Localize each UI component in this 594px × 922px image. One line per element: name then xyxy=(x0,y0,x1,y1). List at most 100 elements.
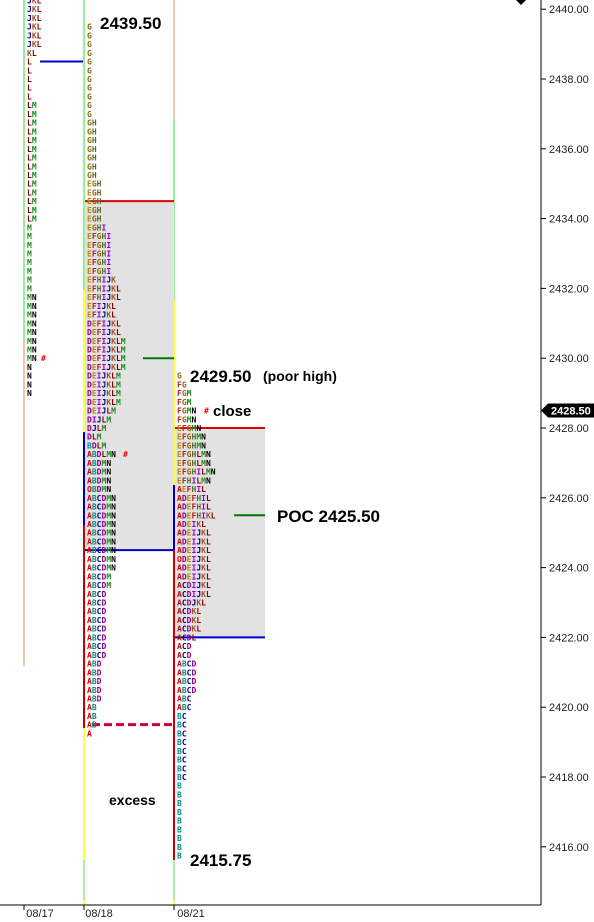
tpo-row: ADEIJKL xyxy=(177,529,211,538)
tpo-row: G xyxy=(87,92,92,101)
tpo-row: MN xyxy=(27,293,37,302)
tpo-row: EFGHI xyxy=(87,267,111,276)
tpo-row: ABCD xyxy=(87,590,106,599)
price-tick-label: 2416.00 xyxy=(549,842,589,854)
tpo-row: M xyxy=(27,223,32,232)
tpo-row: G xyxy=(87,110,92,119)
tpo-row: ABCDMN xyxy=(87,529,116,538)
tpo-row: DEFIJKLM xyxy=(87,345,126,354)
tpo-row: ABCD xyxy=(177,686,196,695)
tpo-row: EGHI xyxy=(87,223,106,232)
tpo-row: MN xyxy=(27,302,37,311)
tpo-row: L xyxy=(27,92,32,101)
tpo-row: DEIJKLM xyxy=(87,398,121,407)
scroll-arrow-icon[interactable] xyxy=(516,0,526,5)
tpo-row: ABCDM xyxy=(87,572,111,581)
annotation-low-0821: 2415.75 xyxy=(190,851,251,870)
tpo-row: BDLM xyxy=(87,441,106,450)
price-tick-label: 2428.00 xyxy=(549,423,589,435)
tpo-row: DEFIJKLM xyxy=(87,354,126,363)
tpo-row: N xyxy=(27,363,32,372)
tpo-row: ADEFHIL xyxy=(177,494,211,503)
price-tick-label: 2430.00 xyxy=(549,353,589,365)
tpo-row: ABCDMN xyxy=(87,555,116,564)
tpo-row: M xyxy=(27,276,32,285)
tpo-row: ACDKL xyxy=(177,607,201,616)
price-tick-label: 2438.00 xyxy=(549,74,589,86)
tpo-row: M xyxy=(27,232,32,241)
price-tick-label: 2420.00 xyxy=(549,702,589,714)
tpo-row: ADEIKL xyxy=(177,520,206,529)
tpo-row: EGH xyxy=(87,197,102,206)
tpo-row: B xyxy=(177,790,182,799)
price-tick-label: 2436.00 xyxy=(549,144,589,156)
marker-glyph: # xyxy=(41,354,46,363)
tpo-row: ACDKL xyxy=(177,616,201,625)
annotation-poc: POC 2425.50 xyxy=(277,507,380,526)
tpo-row: B xyxy=(177,817,182,826)
tpo-row: EFGHI xyxy=(87,232,111,241)
tpo-row: ABCD xyxy=(87,607,106,616)
tpo-row: ABCDMN xyxy=(87,511,116,520)
tpo-row: BC xyxy=(177,756,187,765)
tpo-row: L xyxy=(27,66,32,75)
tpo-row: B xyxy=(177,825,182,834)
tpo-row: EFHIJK xyxy=(87,276,116,285)
tpo-row: EFHIJKL xyxy=(87,284,121,293)
tpo-row: G xyxy=(87,23,92,32)
tpo-row: DEFIJKLM xyxy=(87,337,126,346)
tpo-row: ABCDMN xyxy=(87,503,116,512)
tpo-row: M xyxy=(27,267,32,276)
tpo-row: MN xyxy=(27,311,37,320)
tpo-row: ABCD xyxy=(87,633,106,642)
tpo-row: ABC xyxy=(177,703,192,712)
last-price-label: 2428.50 xyxy=(551,406,591,418)
tpo-row: MN xyxy=(27,337,37,346)
tpo-row: JKL xyxy=(27,14,42,23)
tpo-row: EFHILMN xyxy=(177,476,211,485)
tpo-row: FG xyxy=(177,380,187,389)
value-area-layer xyxy=(85,201,265,638)
tpo-row: G xyxy=(87,40,92,49)
tpo-row: M xyxy=(27,258,32,267)
tpo-row: DEFIJKL xyxy=(87,328,121,337)
tpo-row: GH xyxy=(87,162,97,171)
tpo-row: MN xyxy=(27,354,37,363)
tpo-row: EFIJKL xyxy=(87,302,116,311)
tpo-row: ABDMN xyxy=(87,459,111,468)
price-tick-label: 2418.00 xyxy=(549,772,589,784)
tpo-row: N xyxy=(27,389,32,398)
tpo-row: B xyxy=(177,799,182,808)
tpo-row: EFIJKL xyxy=(87,311,116,320)
tpo-row: LM xyxy=(27,101,37,110)
tpo-row: ABD xyxy=(87,677,102,686)
tpo-row: FGMN xyxy=(177,415,196,424)
last-price-badge xyxy=(541,403,594,418)
price-tick-label: 2426.00 xyxy=(549,493,589,505)
date-tick-label: 08/17 xyxy=(26,908,54,920)
tpo-row: BC xyxy=(177,773,187,782)
tpo-row: ACDIJKL xyxy=(177,590,211,599)
tpo-row: ABDMN xyxy=(87,468,111,477)
tpo-row: EFHIJKL xyxy=(87,293,121,302)
tpo-row: ACD xyxy=(177,642,192,651)
tpo-row: FGMN xyxy=(177,407,196,416)
tpo-row: G xyxy=(87,58,92,67)
tpo-row: EGH xyxy=(87,206,102,215)
tpo-row: ADEIJKL xyxy=(177,572,211,581)
tpo-row: ABD xyxy=(87,660,102,669)
tpo-row: EFGHMN xyxy=(177,441,206,450)
tpo-row: GH xyxy=(87,119,97,128)
tpo-row: ABCDMN xyxy=(87,537,116,546)
tpo-row: DEFIJKL xyxy=(87,319,121,328)
tpo-row: B xyxy=(177,808,182,817)
tpo-row: ABC xyxy=(177,694,192,703)
tpo-row: AB xyxy=(87,703,97,712)
tpo-row: B xyxy=(177,834,182,843)
tpo-row: LM xyxy=(27,197,37,206)
annotation-poor-high: (poor high) xyxy=(263,368,337,384)
tpo-row: ABCD xyxy=(87,599,106,608)
tpo-row: EGH xyxy=(87,215,102,224)
tpo-row: ABD xyxy=(87,668,102,677)
